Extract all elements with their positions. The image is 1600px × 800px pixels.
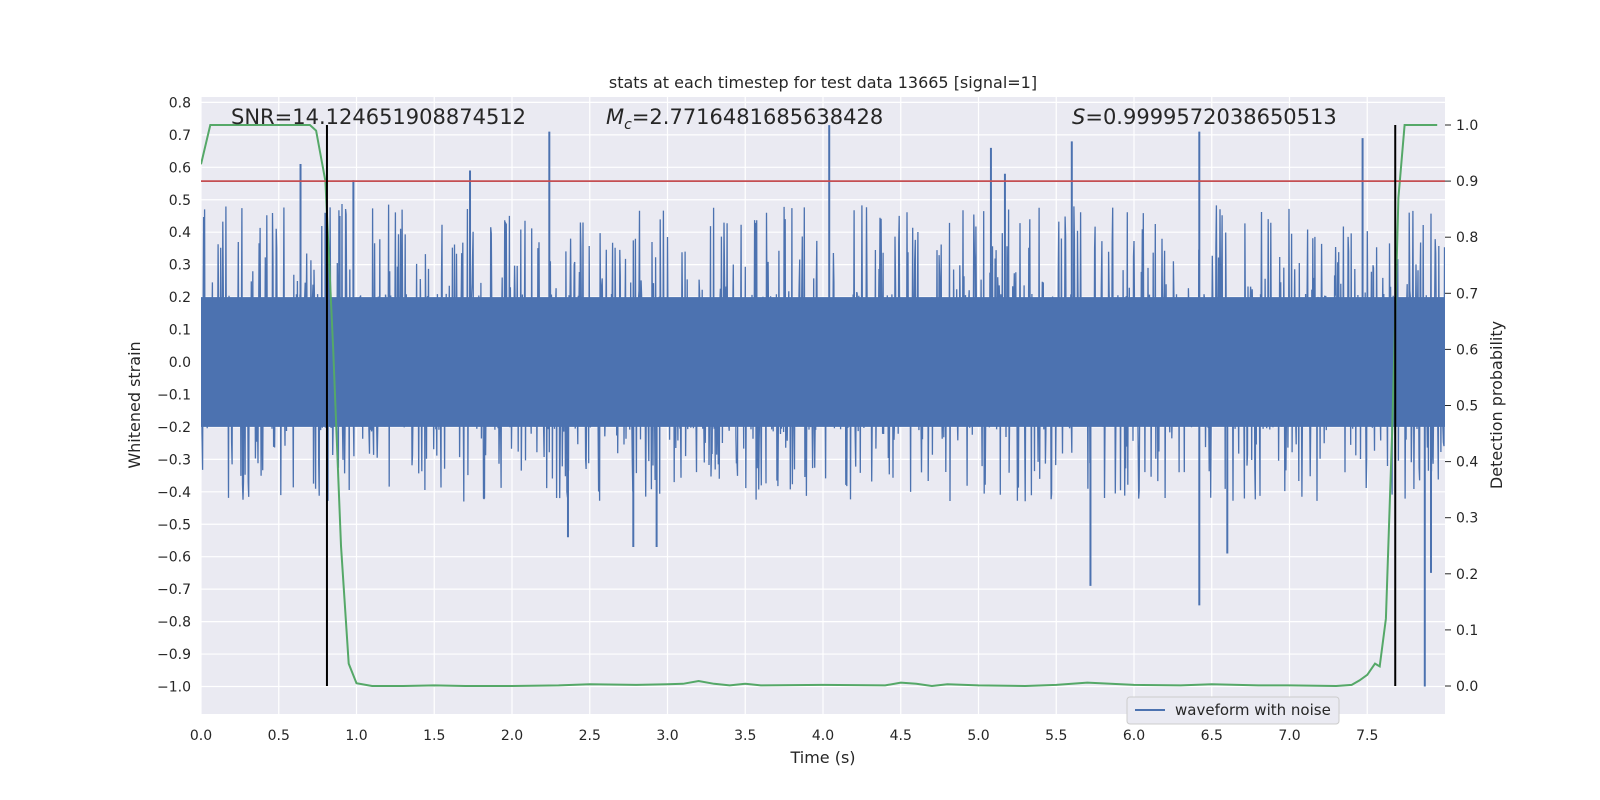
y-left-tick-label: 0.3 xyxy=(169,258,191,274)
y-left-tick-label: −0.5 xyxy=(157,517,191,533)
legend-box xyxy=(1126,696,1340,725)
y-left-axis-label: Whitened strain xyxy=(125,341,144,468)
vertical-markers xyxy=(325,125,1397,686)
x-tick-label: 5.5 xyxy=(1045,728,1067,744)
x-tick-label: 6.5 xyxy=(1201,728,1223,744)
x-tick-label: 1.0 xyxy=(345,728,367,744)
y-left-tick-label: −0.8 xyxy=(157,615,191,631)
y-left-tick-label: −0.6 xyxy=(157,550,191,566)
x-tick-label: 1.5 xyxy=(423,728,445,744)
mc-subscript: c xyxy=(624,117,632,133)
y-left-tick-label: −0.7 xyxy=(157,582,191,598)
x-tick-labels: 0.0 0.5 1.0 1.5 2.0 2.5 3.0 3.5 4.0 4.5 5.0 5.5 6.0 6… xyxy=(190,728,1379,744)
s-value: =0.9999572038650513 xyxy=(1085,105,1336,129)
y-right-tick-label: 1.0 xyxy=(1456,118,1478,134)
y-right-tick-label: 0.6 xyxy=(1456,342,1478,358)
x-tick-label: 3.5 xyxy=(734,728,756,744)
s-annotation: S=0.9999572038650513 xyxy=(1072,105,1337,129)
y-left-tick-label: 0.1 xyxy=(169,323,191,339)
y-left-tick-label: 0.8 xyxy=(169,95,191,111)
s-symbol: S xyxy=(1072,105,1085,129)
y-left-tick-label: −0.1 xyxy=(157,387,191,403)
mc-annotation: Mc=2.7716481685638428 xyxy=(606,105,883,133)
y-left-tick-label: 0.5 xyxy=(169,193,191,209)
x-tick-label: 3.0 xyxy=(656,728,678,744)
probability-path xyxy=(201,124,1438,688)
legend-label: waveform with noise xyxy=(1175,701,1331,719)
x-tick-label: 5.0 xyxy=(967,728,989,744)
snr-annotation: SNR=14.124651908874512 xyxy=(231,105,526,129)
y-right-tick-labels: 0.0 0.1 0.2 0.3 0.4 0.5 0.6 0.7 0.8 0.9 1.0 xyxy=(1445,118,1478,695)
y-left-tick-label: 0.7 xyxy=(169,128,191,144)
y-right-axis-label: Detection probability xyxy=(1487,321,1506,489)
probability-series xyxy=(201,124,1438,688)
x-tick-label: 0.0 xyxy=(190,728,212,744)
x-tick-label: 6.0 xyxy=(1123,728,1145,744)
y-left-tick-label: −0.4 xyxy=(157,485,191,501)
y-left-tick-label: −0.3 xyxy=(157,452,191,468)
mc-value: =2.7716481685638428 xyxy=(632,105,883,129)
x-tick-label: 4.5 xyxy=(890,728,912,744)
x-tick-label: 7.5 xyxy=(1356,728,1378,744)
y-right-tick-label: 0.8 xyxy=(1456,230,1478,246)
y-left-tick-labels: 0.8 0.7 0.6 0.5 0.4 0.3 0.2 0.1 0.0 −0.1 −0.2 −0.3 −… xyxy=(157,95,191,695)
mc-symbol: M xyxy=(606,105,624,129)
x-tick-label: 0.5 xyxy=(268,728,290,744)
y-right-tick-label: 0.4 xyxy=(1456,455,1478,471)
y-right-tick-label: 0.1 xyxy=(1456,623,1478,639)
y-left-tick-label: −1.0 xyxy=(157,680,191,696)
waveform-series xyxy=(201,125,1445,687)
y-right-tick-label: 0.9 xyxy=(1456,174,1478,190)
y-left-tick-label: 0.2 xyxy=(169,290,191,306)
chart-title: stats at each timestep for test data 136… xyxy=(609,73,1037,92)
x-tick-label: 2.0 xyxy=(501,728,523,744)
y-right-tick-label: 0.3 xyxy=(1456,511,1478,527)
x-tick-label: 7.0 xyxy=(1278,728,1300,744)
x-tick-label: 2.5 xyxy=(579,728,601,744)
y-left-tick-label: −0.2 xyxy=(157,420,191,436)
x-tick-label: 4.0 xyxy=(812,728,834,744)
y-left-tick-label: 0.4 xyxy=(169,225,191,241)
y-right-tick-label: 0.7 xyxy=(1456,286,1478,302)
y-left-tick-label: 0.6 xyxy=(169,160,191,176)
x-axis-label: Time (s) xyxy=(789,748,855,767)
y-left-tick-label: −0.9 xyxy=(157,647,191,663)
y-right-tick-label: 0.0 xyxy=(1456,679,1478,695)
y-right-tick-label: 0.2 xyxy=(1456,567,1478,583)
y-left-tick-label: 0.0 xyxy=(169,355,191,371)
waveform-core-band xyxy=(201,297,1445,427)
y-right-tick-label: 0.5 xyxy=(1456,399,1478,415)
legend: waveform with noise xyxy=(1126,696,1340,725)
